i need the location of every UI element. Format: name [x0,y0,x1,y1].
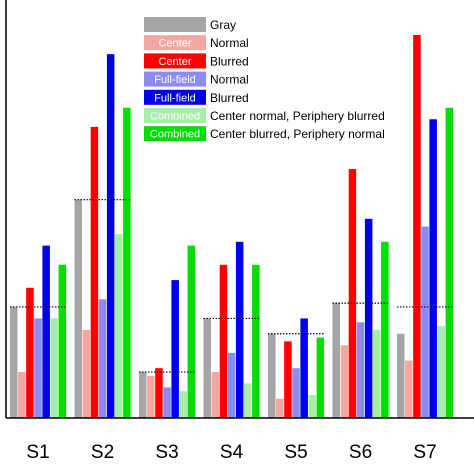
bar-s6-series-1 [332,303,340,418]
bar-s2-series-6 [115,234,123,418]
legend-swatch-text-2: Center [158,38,191,50]
legend-swatch-6 [144,108,206,123]
bar-s1-series-2 [18,372,26,418]
bar-s5-series-2 [276,398,284,418]
bar-s5-series-3 [284,341,292,418]
reference-lines-layer [10,199,454,373]
legend-swatch-5 [144,89,206,105]
bar-s4-series-1 [203,318,211,418]
bar-s4-series-4 [227,352,236,418]
axes-layer [5,0,474,419]
legend-swatch-2 [144,35,206,51]
bar-s6-series-3 [348,169,357,418]
bar-s2-series-5 [106,54,115,419]
legend-label-3: Blurred [210,54,249,68]
bar-s6-series-4 [356,322,365,418]
x-tick-label-s3: S3 [155,442,178,463]
bar-s3-series-7 [187,245,196,418]
legend-swatch-3 [144,53,206,69]
bar-s4-series-3 [219,264,228,418]
bar-s4-series-2 [211,372,220,418]
bar-s1-series-6 [50,318,58,418]
bar-s6-series-5 [364,218,373,418]
bar-s7-series-6 [437,326,445,418]
bar-s6-series-2 [340,345,349,418]
legend-swatch-1 [144,17,206,32]
bar-s1-series-1 [10,306,18,418]
bars-layer [10,35,454,419]
legend-label-6: Center normal, Periphery blurred [210,109,385,123]
bar-s5-series-6 [308,395,316,418]
legend-swatch-7 [144,126,206,142]
x-tick-label-s1: S1 [26,442,49,463]
bar-s7-series-5 [429,119,437,418]
legend-label-1: Gray [210,18,236,32]
bar-s3-series-3 [155,368,163,418]
legend-swatch-text-6: Combined [150,111,200,123]
bar-s5-series-7 [316,337,325,418]
bar-s2-series-2 [82,329,91,418]
legend-swatch-text-7: Combined [150,129,200,141]
legend-swatch-text-4: Full-field [154,74,196,86]
legend: Gray Center Normal Center Blurred Full-field N… [144,17,385,142]
legend-swatch-text-5: Full-field [154,92,196,104]
bar-s3-series-5 [171,280,179,418]
legend-label-7: Center blurred, Periphery normal [210,127,385,141]
bar-s2-series-3 [90,126,99,419]
legend-label-4: Normal [210,73,249,87]
x-tick-labels-layer: S1 S2 S3 S4 S5 S6 S7 [26,442,436,463]
bar-s1-series-7 [58,264,67,418]
bar-s5-series-1 [268,333,276,418]
bar-s7-series-2 [405,360,413,418]
bar-s3-series-1 [139,372,147,418]
legend-swatch-text-3: Center [158,56,191,68]
x-tick-label-s6: S6 [349,442,372,463]
x-tick-label-s2: S2 [91,442,114,463]
bar-s3-series-2 [147,375,155,418]
bar-s1-series-3 [26,287,34,418]
bar-s7-series-3 [413,35,421,418]
bar-s7-series-4 [421,226,429,418]
bar-s4-series-6 [244,383,252,418]
bar-s2-series-4 [98,299,107,418]
bar-s2-series-1 [74,199,82,418]
bar-s2-series-7 [123,107,131,419]
x-tick-label-s4: S4 [220,442,244,463]
bar-s5-series-5 [300,318,308,418]
x-tick-label-s7: S7 [413,442,436,463]
bar-s6-series-6 [373,329,381,418]
legend-label-2: Normal [210,36,249,50]
bar-s7-series-1 [397,333,405,418]
bar-s3-series-4 [163,387,171,418]
bar-s4-series-5 [235,241,244,418]
bar-s1-series-4 [34,318,42,418]
legend-swatch-4 [144,71,206,87]
bar-s4-series-7 [252,264,260,418]
bar-s1-series-5 [42,245,50,418]
bar-s7-series-7 [445,107,454,419]
bar-s3-series-6 [179,391,187,418]
bar-s5-series-4 [292,368,300,418]
bar-s6-series-7 [381,241,389,418]
legend-label-5: Blurred [210,91,249,105]
x-tick-label-s5: S5 [284,442,307,463]
